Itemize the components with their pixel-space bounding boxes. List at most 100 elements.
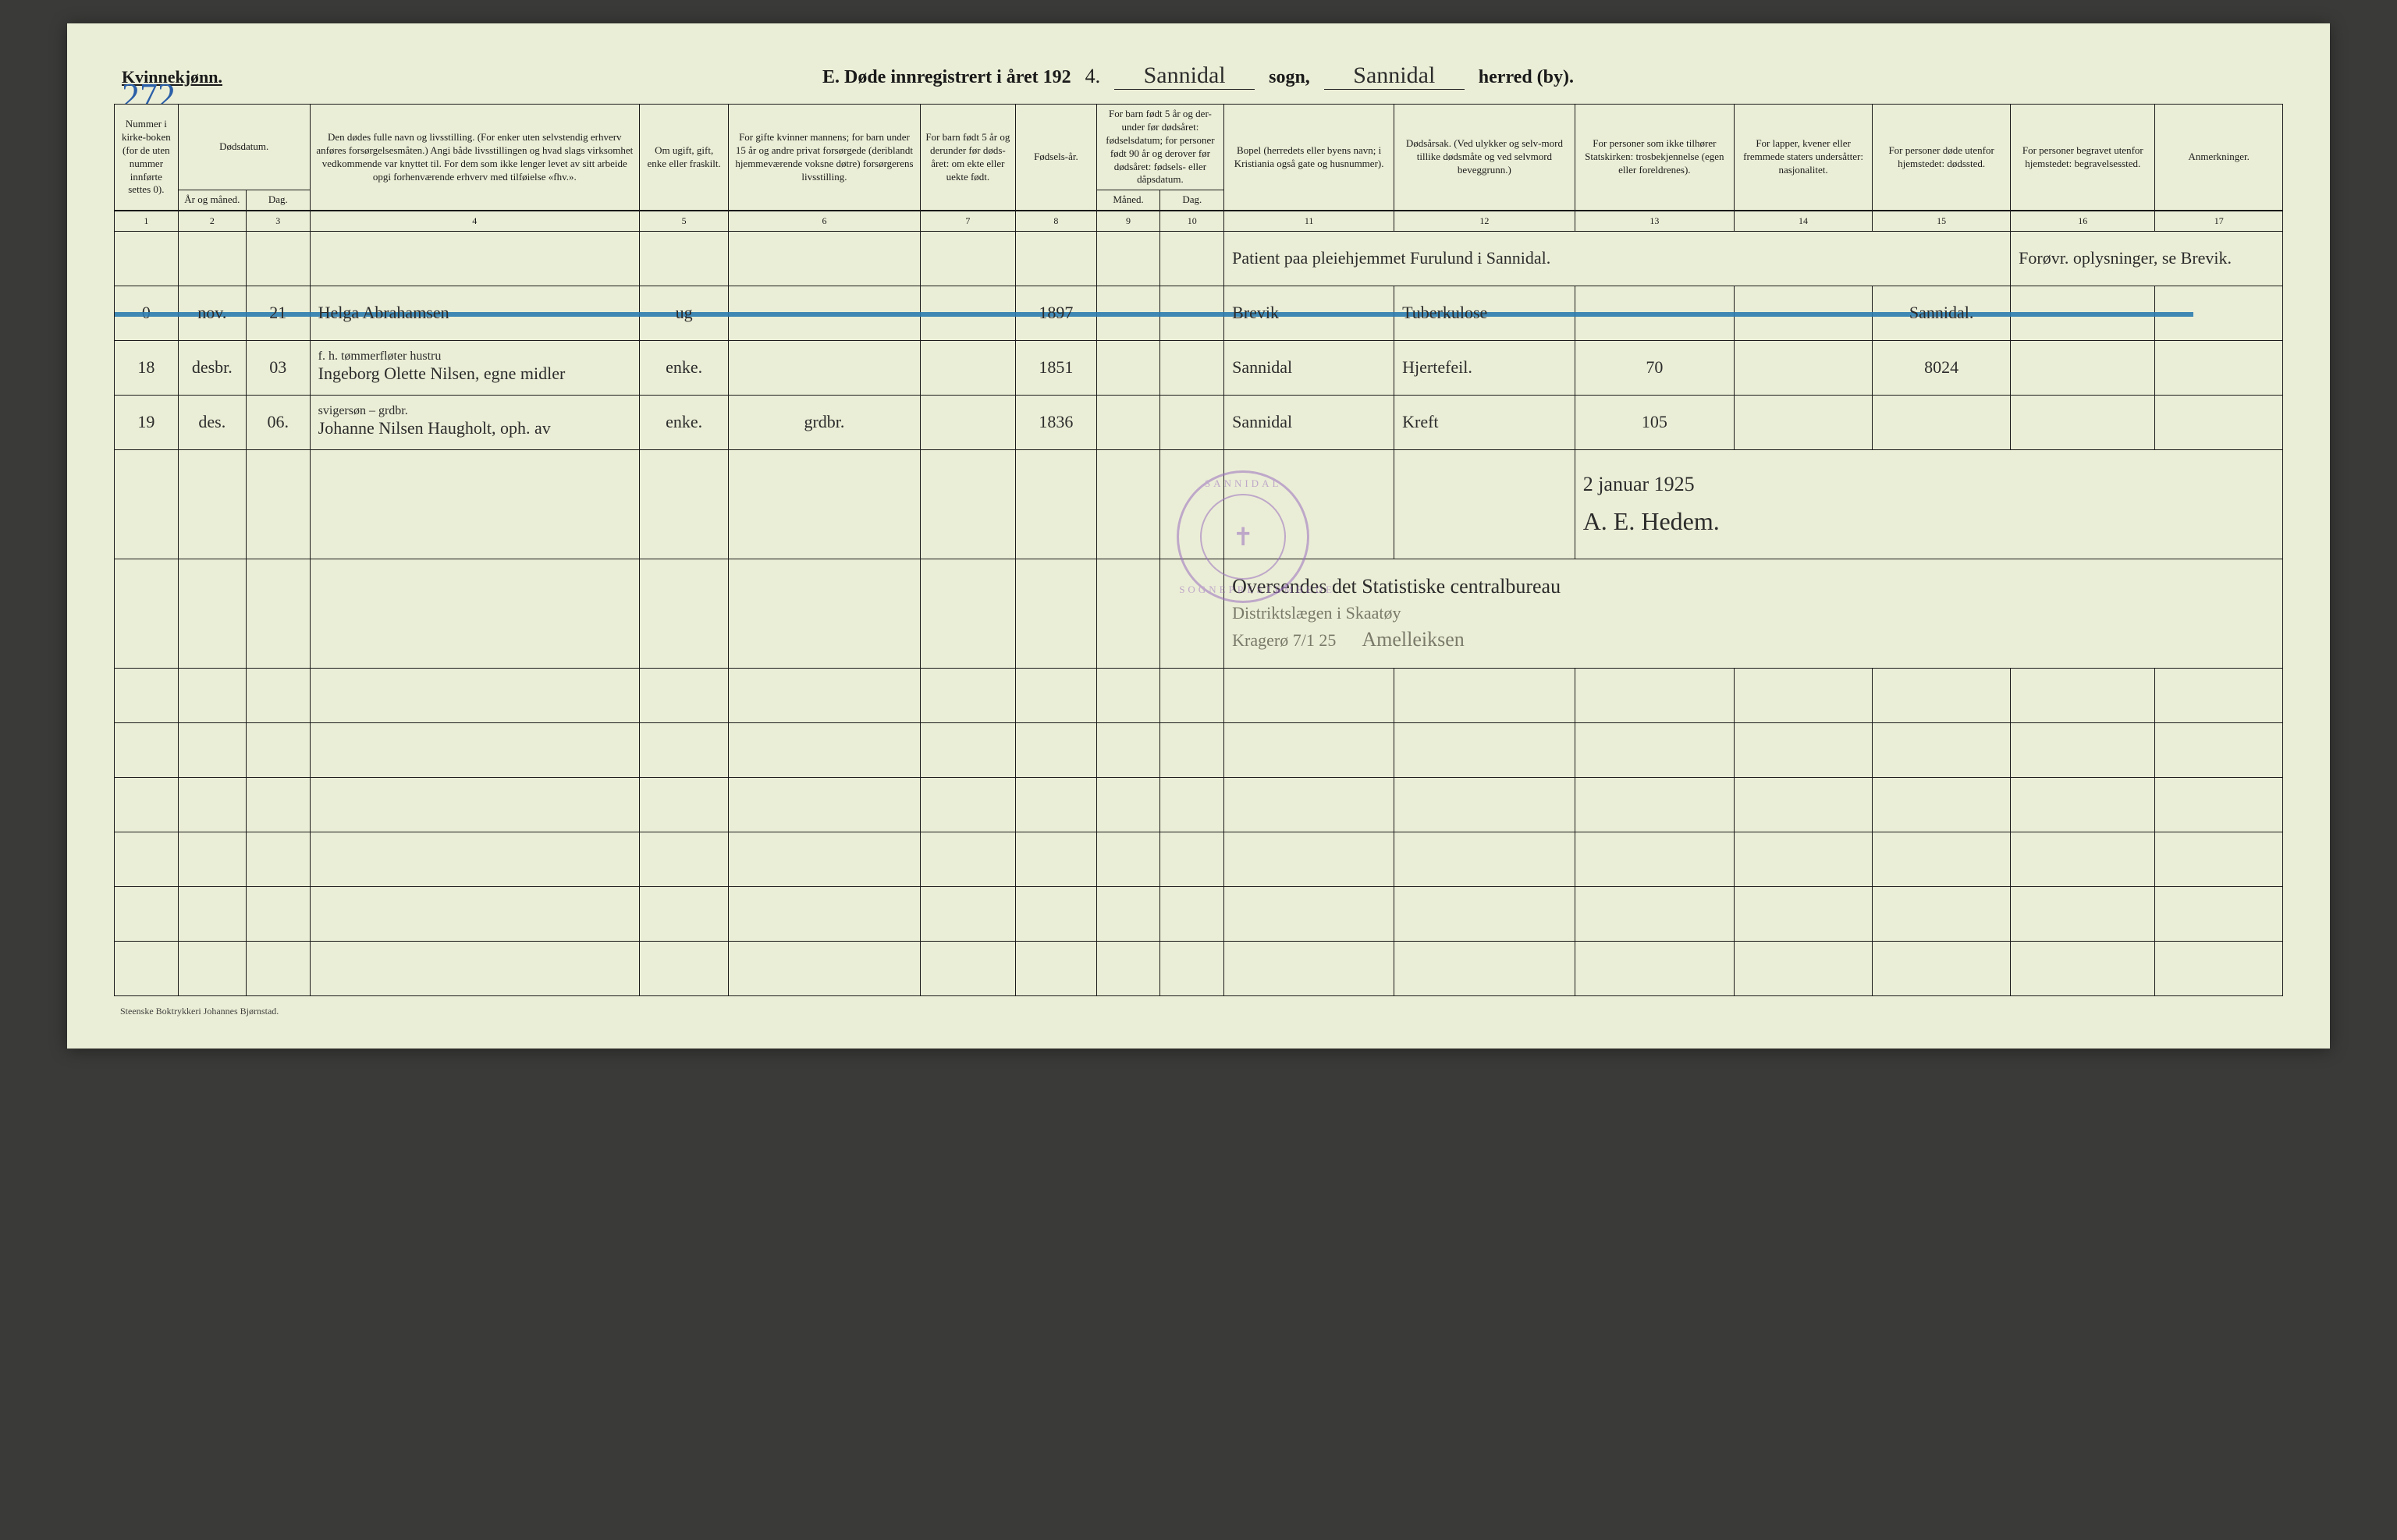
- cell: Tuberkulose: [1394, 286, 1575, 340]
- empty-row: [115, 886, 2283, 941]
- table-wrapper: Nummer i kirke-boken (for de uten nummer…: [114, 104, 2283, 996]
- empty-cell: [920, 722, 1016, 777]
- column-header: Anmerkninger.: [2155, 105, 2283, 211]
- empty-cell: [246, 832, 310, 886]
- empty-cell: [310, 559, 639, 668]
- empty-cell: [310, 941, 639, 995]
- column-header: År og måned.: [178, 190, 246, 211]
- empty-cell: [310, 231, 639, 286]
- column-header: Bopel (herredets eller byens navn; i Kri…: [1224, 105, 1394, 211]
- header-band: Kvinnekjønn. E. Døde innregistrert i åre…: [114, 62, 2283, 90]
- empty-cell: [639, 832, 728, 886]
- empty-cell: [920, 832, 1016, 886]
- cell: [920, 395, 1016, 449]
- empty-cell: [1096, 941, 1160, 995]
- empty-cell: [1160, 668, 1224, 722]
- signature-date: 2 januar 1925: [1583, 473, 2278, 496]
- cell: [2155, 395, 2283, 449]
- empty-cell: [920, 886, 1016, 941]
- cell: Brevik: [1224, 286, 1394, 340]
- column-header: For personer som ikke tilhører Statskirk…: [1575, 105, 1734, 211]
- column-number: 13: [1575, 211, 1734, 231]
- column-header: For barn født 5 år og derunder før døds-…: [920, 105, 1016, 211]
- empty-cell: [310, 668, 639, 722]
- empty-cell: [1575, 832, 1734, 886]
- cell: enke.: [639, 395, 728, 449]
- empty-cell: [1016, 231, 1097, 286]
- empty-cell: [1224, 777, 1394, 832]
- empty-cell: [2011, 777, 2155, 832]
- empty-cell: [920, 231, 1016, 286]
- empty-cell: [1735, 941, 1873, 995]
- empty-cell: [1394, 722, 1575, 777]
- column-number: 14: [1735, 211, 1873, 231]
- name-main: Helga Abrahamsen: [318, 303, 449, 322]
- ledger-page: Kvinnekjønn. E. Døde innregistrert i åre…: [67, 23, 2330, 1049]
- empty-cell: [1160, 941, 1224, 995]
- empty-cell: [246, 668, 310, 722]
- empty-cell: [246, 231, 310, 286]
- name-cell: f. h. tømmerfløter hustruIngeborg Olette…: [310, 340, 639, 395]
- empty-cell: [310, 449, 639, 559]
- empty-cell: [115, 559, 179, 668]
- empty-cell: [1096, 449, 1160, 559]
- annotation-row: Patient paa pleiehjemmet Furulund i Sann…: [115, 231, 2283, 286]
- stamp-ring-top: SANNIDAL: [1179, 477, 1307, 490]
- cell: [920, 340, 1016, 395]
- empty-cell: [1735, 722, 1873, 777]
- empty-cell: [639, 231, 728, 286]
- empty-cell: [639, 559, 728, 668]
- table-row: 18desbr.03f. h. tømmerfløter hustruIngeb…: [115, 340, 2283, 395]
- empty-cell: [1394, 777, 1575, 832]
- cell: 19: [115, 395, 179, 449]
- empty-cell: [1096, 832, 1160, 886]
- column-number: 5: [639, 211, 728, 231]
- empty-cell: [1160, 886, 1224, 941]
- cell: Hjertefeil.: [1394, 340, 1575, 395]
- annot-line-3-left: Kragerø 7/1 25: [1232, 630, 1336, 650]
- cell: Kreft: [1394, 395, 1575, 449]
- empty-cell: [1096, 559, 1160, 668]
- annot-line-1: Oversendes det Statistiske centralbureau: [1232, 575, 2278, 598]
- cell: 70: [1575, 340, 1734, 395]
- herred-value: Sannidal: [1324, 62, 1465, 90]
- cell: 03: [246, 340, 310, 395]
- empty-cell: [1096, 722, 1160, 777]
- empty-cell: [2155, 886, 2283, 941]
- empty-cell: [1873, 668, 2011, 722]
- empty-cell: [1224, 722, 1394, 777]
- cell: desbr.: [178, 340, 246, 395]
- cell: [1735, 395, 1873, 449]
- cell: [1735, 286, 1873, 340]
- lower-annotation-cell: Oversendes det Statistiske centralbureau…: [1224, 559, 2283, 668]
- cell: [1096, 340, 1160, 395]
- cell: [1575, 286, 1734, 340]
- empty-cell: [639, 449, 728, 559]
- empty-cell: [1224, 668, 1394, 722]
- empty-cell: [639, 777, 728, 832]
- empty-cell: [1873, 832, 2011, 886]
- empty-cell: [2155, 668, 2283, 722]
- empty-cell: [178, 668, 246, 722]
- empty-cell: [1016, 668, 1097, 722]
- table-row: 0nov.21Helga Abrahamsenug1897BrevikTuber…: [115, 286, 2283, 340]
- cell: [2155, 286, 2283, 340]
- column-header: Måned.: [1096, 190, 1160, 211]
- name-cell: Helga Abrahamsen: [310, 286, 639, 340]
- cell: Sannidal: [1224, 340, 1394, 395]
- empty-cell: [2011, 722, 2155, 777]
- empty-cell: [1016, 722, 1097, 777]
- empty-cell: [920, 668, 1016, 722]
- empty-cell: [1735, 668, 1873, 722]
- year-suffix: 4.: [1085, 65, 1101, 88]
- empty-cell: [178, 832, 246, 886]
- column-header: Den dødes fulle navn og livsstilling. (F…: [310, 105, 639, 211]
- cell: [1160, 340, 1224, 395]
- column-header: For personer begravet utenfor hjemstedet…: [2011, 105, 2155, 211]
- empty-cell: [1096, 777, 1160, 832]
- empty-cell: [178, 231, 246, 286]
- column-number: 16: [2011, 211, 2155, 231]
- parish-stamp: SANNIDAL ✝ SOGNEPRESTEMBEDE: [1177, 470, 1309, 603]
- empty-cell: [2011, 668, 2155, 722]
- top-note-left: Patient paa pleiehjemmet Furulund i Sann…: [1224, 231, 2011, 286]
